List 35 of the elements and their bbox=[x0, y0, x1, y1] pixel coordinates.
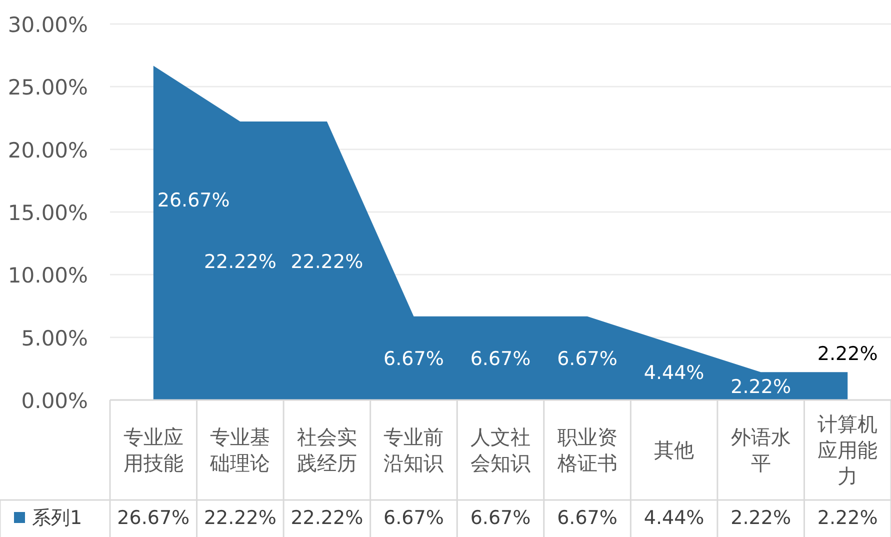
x-tick-label: 外语水平 bbox=[730, 425, 791, 475]
text: 6.67% bbox=[470, 348, 531, 370]
y-tick-label: 20.00% bbox=[8, 138, 88, 162]
text: 26.67% bbox=[157, 189, 230, 212]
data-label: 22.22% bbox=[290, 507, 364, 529]
data-label: 4.44% bbox=[644, 507, 704, 529]
x-tick-label: 职业资格证书 bbox=[556, 425, 618, 475]
legend-label: 系列1 bbox=[32, 507, 82, 529]
data-label: 2.22% bbox=[730, 507, 792, 529]
text: 4.44% bbox=[644, 362, 704, 384]
text: 2.22% bbox=[817, 343, 878, 366]
data-label: 6.67% bbox=[384, 507, 444, 529]
data-label: 6.67% bbox=[557, 507, 618, 529]
x-tick-label: 社会实践经历 bbox=[296, 425, 357, 475]
data-label: 22.22% bbox=[204, 507, 276, 529]
text: 6.67% bbox=[384, 348, 444, 370]
text: 22.22% bbox=[290, 250, 364, 273]
y-tick-label: 0.00% bbox=[21, 389, 88, 413]
x-tick-label: 专业前沿知识 bbox=[384, 425, 444, 475]
y-tick-label: 15.00% bbox=[8, 201, 88, 225]
y-tick-label: 25.00% bbox=[8, 76, 88, 100]
x-tick-label: 其他 bbox=[654, 438, 694, 462]
x-tick-label: 专业基础理论 bbox=[209, 425, 270, 475]
x-tick-label: 专业应用技能 bbox=[123, 425, 184, 475]
data-label: 6.67% bbox=[470, 507, 531, 529]
x-tick-label: 人文社会知识 bbox=[470, 425, 530, 475]
x-tick-label: 计算机应用能力 bbox=[818, 412, 878, 488]
text: 6.67% bbox=[557, 348, 618, 370]
data-label: 26.67% bbox=[117, 507, 190, 529]
y-tick-label: 10.00% bbox=[8, 264, 88, 288]
text: 2.22% bbox=[730, 376, 792, 398]
y-tick-label: 30.00% bbox=[8, 13, 88, 37]
data-label: 2.22% bbox=[817, 507, 878, 529]
text: 22.22% bbox=[204, 250, 276, 273]
y-tick-label: 5.00% bbox=[21, 326, 88, 350]
